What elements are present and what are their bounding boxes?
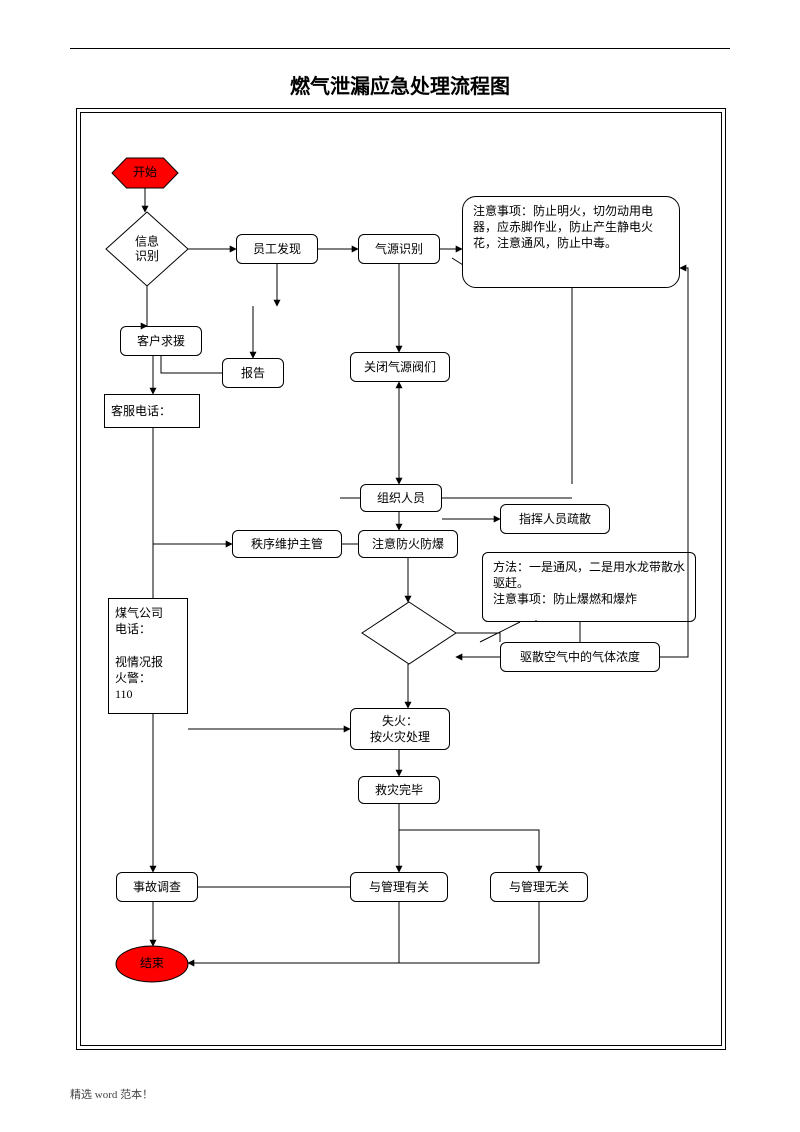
flowchart-edges [0, 0, 800, 1132]
footer-text: 精选 word 范本！ [70, 1086, 153, 1102]
page: 燃气泄漏应急处理流程图 开始信息识别结束 员工发现 气源识别 注意事项：防止明火… [0, 0, 800, 1132]
